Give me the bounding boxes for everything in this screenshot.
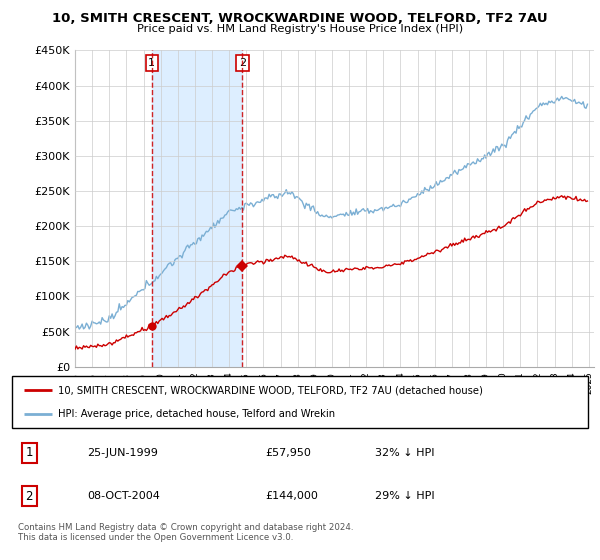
- Text: £144,000: £144,000: [265, 491, 319, 501]
- Text: 2: 2: [239, 58, 246, 68]
- Bar: [152, 50, 242, 367]
- Text: 1: 1: [26, 446, 33, 459]
- Text: £57,950: £57,950: [265, 448, 311, 458]
- Text: HPI: Average price, detached house, Telford and Wrekin: HPI: Average price, detached house, Telf…: [58, 409, 335, 419]
- Text: 1: 1: [148, 58, 155, 68]
- Text: 2: 2: [26, 490, 33, 503]
- Text: Price paid vs. HM Land Registry's House Price Index (HPI): Price paid vs. HM Land Registry's House …: [137, 24, 463, 34]
- Text: 10, SMITH CRESCENT, WROCKWARDINE WOOD, TELFORD, TF2 7AU (detached house): 10, SMITH CRESCENT, WROCKWARDINE WOOD, T…: [58, 385, 483, 395]
- Text: 29% ↓ HPI: 29% ↓ HPI: [375, 491, 434, 501]
- Text: 32% ↓ HPI: 32% ↓ HPI: [375, 448, 434, 458]
- Text: 10, SMITH CRESCENT, WROCKWARDINE WOOD, TELFORD, TF2 7AU: 10, SMITH CRESCENT, WROCKWARDINE WOOD, T…: [52, 12, 548, 25]
- Text: 25-JUN-1999: 25-JUN-1999: [87, 448, 158, 458]
- Text: Contains HM Land Registry data © Crown copyright and database right 2024.
This d: Contains HM Land Registry data © Crown c…: [18, 523, 353, 543]
- Text: 08-OCT-2004: 08-OCT-2004: [87, 491, 160, 501]
